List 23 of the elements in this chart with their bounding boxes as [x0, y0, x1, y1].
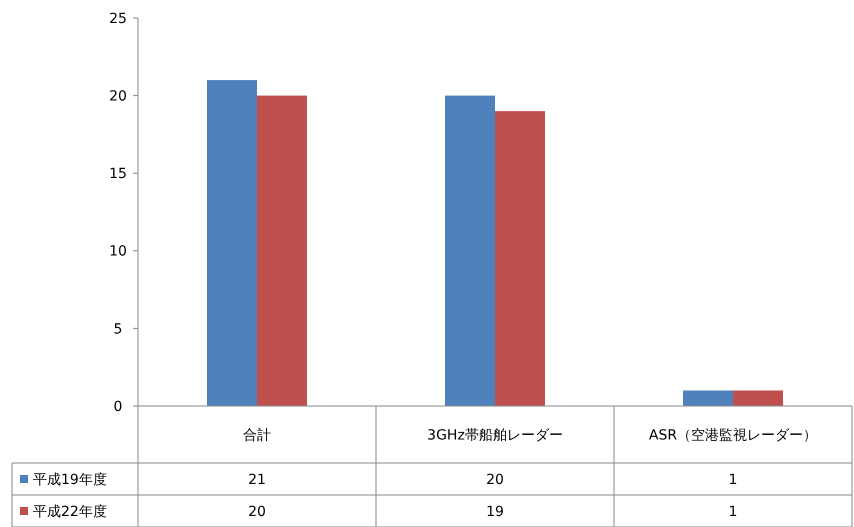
bar [207, 80, 257, 406]
x-tick-label: 合計 [243, 427, 271, 444]
bar [733, 390, 783, 406]
y-tick-label: 15 [109, 166, 127, 182]
bar [257, 96, 307, 406]
data-label: 1 [728, 504, 738, 520]
y-tick-label: 0 [114, 398, 122, 415]
data-label: 20 [248, 504, 266, 520]
y-tick-label: 10 [109, 244, 127, 260]
legend-label: 平成19年度 [33, 472, 107, 488]
x-tick-label: 3GHz帯船舶レーダー [427, 427, 563, 444]
y-tick-label: 20 [109, 88, 127, 104]
data-label: 21 [248, 472, 266, 488]
x-tick-label: ASR（空港監視レーダー） [648, 427, 818, 444]
bar [495, 111, 545, 406]
data-label: 20 [486, 472, 504, 488]
legend-label: 平成22年度 [33, 504, 107, 520]
bar [683, 390, 733, 406]
y-tick-label: 5 [114, 321, 122, 338]
bar [445, 96, 495, 406]
data-label: 19 [486, 504, 504, 520]
data-label: 1 [728, 472, 738, 488]
y-tick-label: 25 [109, 10, 127, 27]
